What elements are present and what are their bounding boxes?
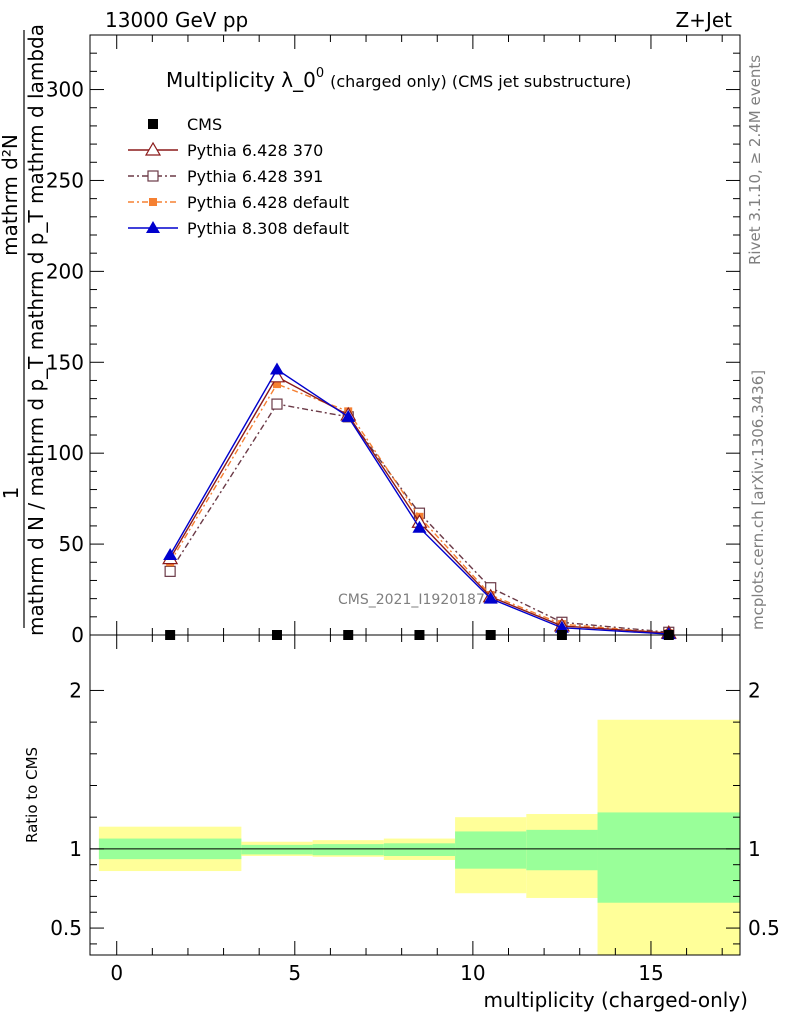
- process-label: Z+Jet: [675, 8, 732, 32]
- legend-marker: [148, 119, 158, 129]
- legend-label: Pythia 6.428 391: [187, 167, 323, 186]
- ratio-y-tick-label-right: 2: [748, 678, 761, 702]
- data-point: [412, 520, 427, 533]
- legend-marker: [146, 221, 160, 233]
- ratio-bands-group: [90, 719, 740, 955]
- ratio-inner-band: [455, 831, 527, 869]
- y-axis-title-denominator: mathrm d N / mathrm d p_T mathrm d p_T m…: [24, 24, 48, 636]
- legend-label: Pythia 6.428 370: [187, 141, 323, 160]
- legend: CMS Pythia 6.428 370 Pythia 6.428 391 Pythi…: [128, 115, 349, 238]
- data-point: [483, 591, 498, 604]
- data-point: [269, 362, 284, 375]
- ratio-inner-band: [526, 829, 598, 871]
- main-y-tick-label: 250: [46, 168, 84, 192]
- rivet-version-label: Rivet 3.1.10, ≥ 2.4M events: [746, 55, 764, 265]
- ratio-y-axis-title: Ratio to CMS: [23, 747, 41, 843]
- legend-entry: Pythia 6.428 391: [128, 167, 323, 186]
- legend-label: Pythia 8.308 default: [187, 219, 349, 238]
- legend-entry: Pythia 8.308 default: [128, 219, 349, 238]
- ratio-plot-panel: 0.5 0.5 1 1 2 2 0 5 10 15: [50, 634, 780, 985]
- ratio-inner-band: [241, 844, 313, 855]
- data-point: [164, 565, 176, 577]
- legend-marker: [147, 170, 159, 182]
- ratio-y-tick-label-right: 1: [748, 837, 761, 861]
- title-subtext: (charged only) (CMS jet substructure): [330, 72, 631, 91]
- legend-label: Pythia 6.428 default: [187, 193, 349, 212]
- x-tick-label: 5: [288, 961, 301, 985]
- data-point: [163, 548, 178, 560]
- main-y-tick-label: 150: [46, 350, 84, 374]
- data-point: [554, 620, 569, 633]
- y-axis-title-one: 1: [0, 487, 23, 500]
- main-y-tick-label: 100: [46, 441, 84, 465]
- ratio-inner-band: [597, 812, 740, 903]
- ratio-inner-band: [383, 843, 456, 856]
- ratio-y-tick-label-right: 0.5: [748, 916, 780, 940]
- ratio-inner-band: [312, 844, 384, 856]
- legend-marker: [144, 141, 162, 156]
- data-point: [272, 380, 281, 389]
- main-y-tick-label: 200: [46, 259, 84, 283]
- energy-label: 13000 GeV pp: [105, 8, 248, 32]
- watermark: CMS_2021_I1920187: [338, 592, 485, 608]
- legend-label: CMS: [187, 115, 222, 134]
- y-axis-title-numerator: mathrm d²N: [0, 134, 22, 256]
- data-point: [271, 398, 283, 410]
- ratio-y-tick-label: 1: [69, 837, 82, 861]
- main-y-tick-label: 300: [46, 78, 84, 102]
- title-main: Multiplicity λ_0: [166, 68, 316, 92]
- legend-entry: Pythia 6.428 370: [128, 141, 323, 160]
- ratio-y-tick-label: 0.5: [50, 916, 82, 940]
- main-plot-title: Multiplicity λ_00 (charged only) (CMS jet…: [166, 66, 631, 92]
- x-axis-title: multiplicity (charged-only): [483, 988, 748, 1012]
- ratio-y-tick-label: 2: [69, 678, 82, 702]
- main-y-tick-label: 0: [71, 623, 84, 647]
- source-label: mcplots.cern.ch [arXiv:1306.3436]: [749, 370, 767, 630]
- x-tick-label: 0: [110, 961, 123, 985]
- legend-marker: [149, 198, 157, 206]
- main-y-tick-label: 50: [59, 532, 84, 556]
- legend-entry: CMS: [148, 115, 222, 134]
- x-tick-label: 10: [460, 961, 485, 985]
- ratio-plot-frame: [89, 634, 741, 956]
- main-axis-ticks: 0 50 100 150 200 250 300: [46, 34, 740, 647]
- data-point: [341, 409, 356, 422]
- x-tick-label: 15: [638, 961, 663, 985]
- legend-entry: Pythia 6.428 default: [128, 193, 349, 212]
- ratio-axis-ticks: 0.5 0.5 1 1 2 2 0 5 10 15: [50, 635, 780, 985]
- title-superscript: 0: [316, 66, 324, 81]
